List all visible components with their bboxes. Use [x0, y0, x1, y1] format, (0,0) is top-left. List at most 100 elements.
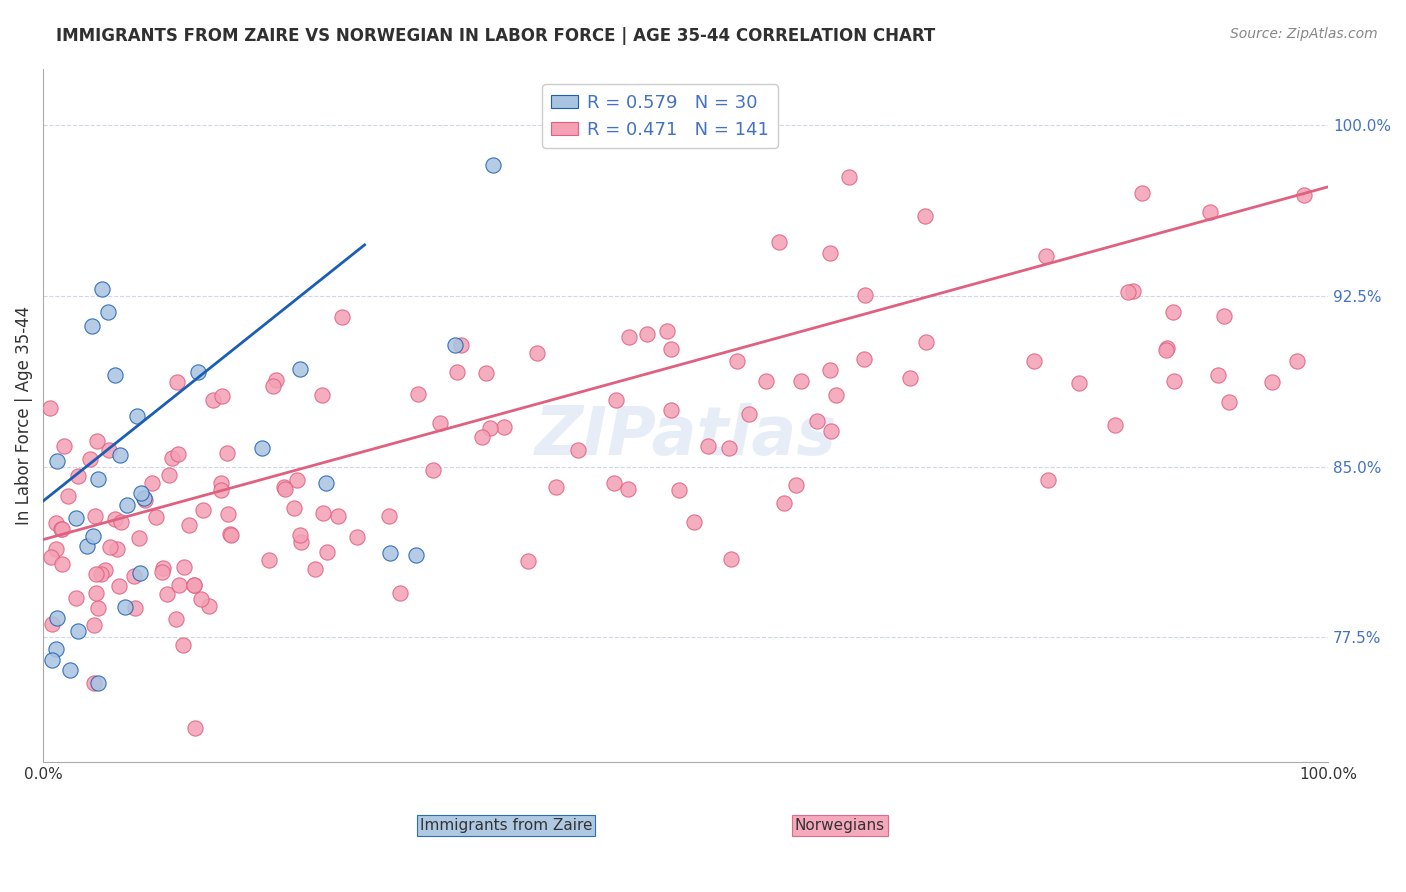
Point: [215, 446, 238, 460]
Point: [166, 612, 188, 626]
Point: [1156, 343, 1178, 357]
Point: [696, 439, 718, 453]
Point: [482, 158, 505, 172]
Point: [257, 553, 280, 567]
Point: [492, 419, 515, 434]
Legend: R = 0.579   N = 30, R = 0.471   N = 141: R = 0.579 N = 30, R = 0.471 N = 141: [543, 85, 778, 147]
Point: [718, 441, 741, 455]
Point: [1294, 188, 1316, 202]
Point: [1116, 285, 1139, 299]
Point: [326, 508, 349, 523]
Point: [83, 617, 105, 632]
Point: [157, 468, 180, 483]
Point: [46, 454, 69, 468]
Point: [1036, 474, 1059, 488]
Point: [755, 374, 778, 388]
Point: [84, 566, 107, 581]
Point: [346, 530, 368, 544]
Point: [1208, 368, 1230, 383]
Point: [219, 528, 242, 542]
Point: [443, 338, 465, 352]
Point: [67, 469, 90, 483]
Point: [683, 515, 706, 529]
Point: [172, 638, 194, 652]
Point: [127, 409, 149, 423]
Point: [83, 675, 105, 690]
Point: [166, 375, 188, 389]
Point: [1199, 205, 1222, 219]
Point: [408, 386, 430, 401]
Point: [183, 577, 205, 591]
Point: [38, 401, 60, 416]
Point: [41, 653, 63, 667]
Point: [1285, 353, 1308, 368]
Point: [108, 579, 131, 593]
Point: [65, 510, 87, 524]
Point: [217, 507, 239, 521]
Point: [450, 338, 472, 352]
Point: [128, 531, 150, 545]
Point: [1130, 186, 1153, 200]
Point: [51, 558, 73, 572]
Point: [264, 373, 287, 387]
Point: [824, 388, 846, 402]
Point: [790, 374, 813, 388]
Point: [45, 611, 67, 625]
Point: [132, 491, 155, 505]
Point: [806, 414, 828, 428]
Point: [87, 676, 110, 690]
Point: [177, 517, 200, 532]
Point: [141, 475, 163, 490]
Point: [49, 522, 72, 536]
Point: [475, 366, 498, 380]
Point: [52, 439, 75, 453]
Point: [290, 528, 312, 542]
Point: [853, 288, 876, 302]
Point: [1161, 305, 1184, 319]
Point: [124, 569, 146, 583]
Point: [1261, 375, 1284, 389]
Point: [218, 527, 240, 541]
Point: [312, 506, 335, 520]
Point: [915, 334, 938, 349]
Point: [725, 354, 748, 368]
Point: [98, 443, 121, 458]
Text: Norwegians: Norwegians: [794, 818, 884, 833]
Point: [86, 434, 108, 449]
Point: [1022, 353, 1045, 368]
Point: [785, 478, 807, 492]
Point: [389, 585, 412, 599]
Point: [546, 480, 568, 494]
Point: [160, 450, 183, 465]
Point: [211, 389, 233, 403]
Point: [602, 475, 624, 490]
Point: [152, 565, 174, 579]
Point: [478, 421, 501, 435]
Point: [134, 493, 156, 508]
Point: [59, 663, 82, 677]
Point: [201, 392, 224, 407]
Point: [773, 496, 796, 510]
Point: [94, 563, 117, 577]
Point: [605, 393, 627, 408]
Point: [446, 365, 468, 379]
Text: ZIPatlas: ZIPatlas: [534, 403, 837, 469]
Point: [183, 722, 205, 736]
Point: [97, 304, 120, 318]
Point: [619, 329, 641, 343]
Point: [1218, 394, 1240, 409]
Point: [145, 510, 167, 524]
Point: [617, 482, 640, 496]
Point: [87, 472, 110, 486]
Point: [567, 442, 589, 457]
Point: [45, 641, 67, 656]
Y-axis label: In Labor Force | Age 35-44: In Labor Force | Age 35-44: [15, 306, 32, 525]
Point: [105, 542, 128, 557]
Point: [422, 463, 444, 477]
Point: [82, 529, 104, 543]
Point: [131, 486, 153, 500]
Point: [900, 371, 922, 385]
Point: [76, 539, 98, 553]
Point: [517, 554, 540, 568]
Text: IMMIGRANTS FROM ZAIRE VS NORWEGIAN IN LABOR FORCE | AGE 35-44 CORRELATION CHART: IMMIGRANTS FROM ZAIRE VS NORWEGIAN IN LA…: [56, 27, 935, 45]
